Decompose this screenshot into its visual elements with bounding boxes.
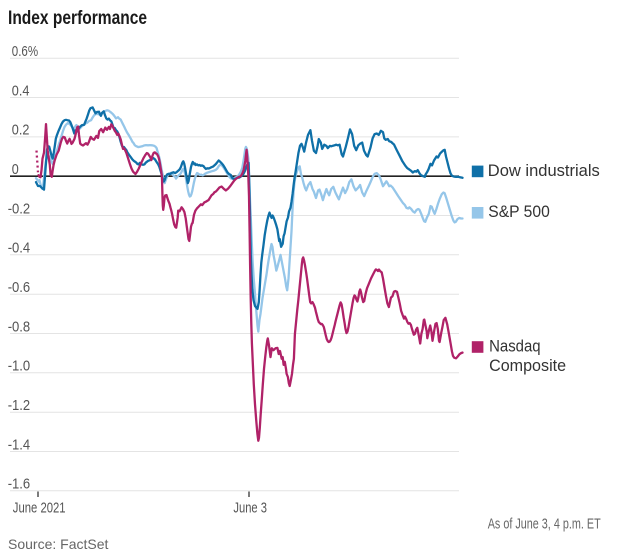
svg-text:-1.2: -1.2 [8,397,31,414]
svg-text:Composite: Composite [489,357,566,375]
svg-text:S&P 500: S&P 500 [488,203,550,221]
svg-text:0.6%: 0.6% [12,43,38,60]
svg-text:Source: FactSet: Source: FactSet [8,536,108,552]
svg-text:-1.0: -1.0 [8,358,31,375]
svg-text:-1.6: -1.6 [8,476,31,493]
svg-text:Index performance: Index performance [8,7,147,29]
svg-text:0.4: 0.4 [12,82,30,99]
svg-text:-0.4: -0.4 [8,240,31,257]
svg-text:June 2021: June 2021 [13,500,66,517]
svg-text:-1.4: -1.4 [8,436,31,453]
svg-text:-0.2: -0.2 [8,200,31,217]
svg-text:June 3: June 3 [233,500,267,517]
svg-text:-0.8: -0.8 [8,318,31,335]
svg-text:Nasdaq: Nasdaq [489,337,540,355]
svg-text:0: 0 [12,161,19,178]
svg-text:Dow industrials: Dow industrials [488,162,600,180]
svg-text:As of June 3, 4 p.m. ET: As of June 3, 4 p.m. ET [488,516,601,532]
svg-text:0.2: 0.2 [12,122,30,139]
svg-text:-0.6: -0.6 [8,279,31,296]
